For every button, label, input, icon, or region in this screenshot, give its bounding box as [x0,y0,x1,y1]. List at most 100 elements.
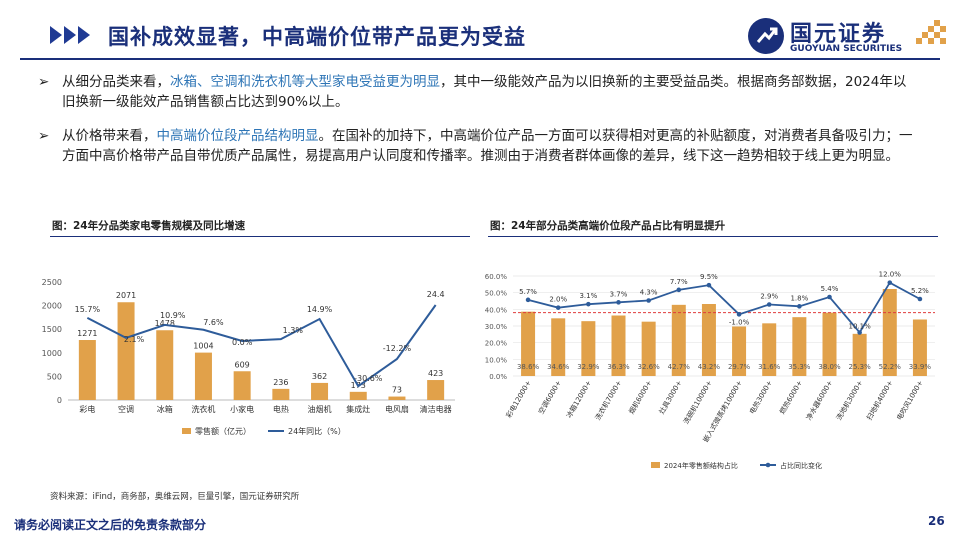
header-divider [20,58,940,60]
line-point [676,287,682,293]
line-value-label: 0.0% [232,338,253,347]
line-value-label: 10.1% [849,323,872,331]
growth-line [86,304,437,388]
bar [427,380,445,400]
bullet-highlight: 中高端价位段产品结构明显 [156,128,319,144]
bar-value-label: 609 [235,360,250,369]
y-tick-label: 0 [57,396,62,405]
line-value-label: 3.7% [610,290,628,298]
bullet-arrow-icon: ➢ [38,74,50,90]
bar [311,382,329,400]
x-tick-label: 灶具3000+ [657,378,684,415]
bar [521,311,536,376]
chevron-icon-group [50,26,92,44]
bar [912,319,927,376]
bar-value-label: 34.6% [547,363,570,371]
bar [852,333,867,376]
line-point [646,298,651,303]
bar [671,304,686,376]
bullet-list: ➢ 从细分品类来看，冰箱、空调和洗衣机等大型家电受益更为明显，其中一级能效产品为… [38,72,918,180]
y-tick-label: 0.0% [489,373,507,381]
bullet-text: 从价格带来看， [62,128,157,144]
bar-value-label: 42.7% [668,363,691,371]
chart2-title: 图：24年部分品类高端价位段产品占比有明显提升 [490,220,726,232]
x-tick-label: 燃热6000+ [777,378,804,415]
line-value-label: -30.6% [354,374,383,383]
bar [156,330,174,400]
line-value-label: 15.7% [75,305,101,314]
bar [792,317,807,376]
logo-text-cn: 国元证券 [790,22,887,47]
y-tick-label: 30.0% [485,323,508,331]
chart2-title-rule [488,236,938,237]
line-point [706,282,712,288]
bar-value-label: 38.0% [818,363,841,371]
bullet-text: 。在国补的加持下，中高端价位产品一方面可以获得相对更高的补贴额度，对消费者具备吸… [62,128,913,164]
line-value-label: 24.4 [427,290,445,299]
line-value-label: 1.8% [790,294,808,302]
line-value-label: -12.2% [383,344,412,353]
chart1-title: 图：24年分品类家电零售规模及同比增速 [52,220,246,232]
line-value-label: 7.7% [670,278,688,286]
line-value-label: 10.9% [160,311,186,320]
x-tick-label: 电热 [273,404,289,414]
page-number: 26 [928,514,945,528]
bar-value-label: 73 [392,386,402,395]
bullet-arrow-icon: ➢ [38,128,50,144]
logo-squares-icon [916,20,946,44]
x-tick-label: 电热3000+ [747,378,774,415]
bar [349,391,367,400]
bullet-highlight: 冰箱、空调和洗衣机等大型家电受益更为明显 [170,74,440,90]
x-tick-label: 油烟机 [308,404,332,414]
bar-value-label: 32.9% [577,363,600,371]
x-tick-label: 扫地机4000+ [864,378,894,421]
logo-text-en: GUOYUAN SECURITIES [790,44,903,54]
x-tick-label: 冰箱12000+ [564,378,593,419]
y-tick-label: 500 [47,372,62,381]
bar [194,352,212,400]
line-value-label: 2.9% [760,293,778,301]
y-tick-label: 10.0% [485,356,508,364]
bar-value-label: 52.2% [879,363,902,371]
line-point [586,301,591,307]
bar [117,302,135,400]
line-value-label: 1.3% [283,326,304,335]
legend-line-marker [765,462,771,468]
y-tick-label: 2000 [42,302,62,311]
line-value-label: 12.0% [879,271,902,279]
line-point [827,294,832,300]
x-tick-label: 彩电12000+ [504,378,533,419]
bar-value-label: 32.6% [638,363,661,371]
bar [388,396,406,400]
line-value-label: 2.0% [549,296,567,304]
x-tick-label: 电吹风1000+ [895,378,925,421]
line-value-label: 2.1% [124,335,145,344]
chart1: 0 500 1000 1500 2000 2500 1271 彩电 2071 空调 1478 冰箱 10… [42,278,455,436]
legend-label: 24年同比（%） [288,426,346,436]
bar-value-label: 362 [312,372,327,381]
bar-value-label: 25.3% [849,363,872,371]
line-point [887,280,893,285]
line-point [525,297,531,303]
line-point [736,312,742,317]
bar-value-label: 1004 [193,342,213,351]
line-value-label: 7.6% [203,318,224,327]
bar-value-label: 236 [273,378,288,387]
bar-value-label: 1271 [77,329,97,338]
x-tick-label: 空调6000+ [536,378,563,415]
chevron-right-icon [64,26,76,44]
bullet-text: 从细分品类来看， [62,74,170,90]
line-value-label: 14.9% [307,305,333,314]
line-point [766,302,772,307]
y-tick-label: 1500 [42,325,62,334]
x-tick-label: 彩电 [79,404,95,414]
x-tick-label: 冰箱 [157,404,173,414]
y-tick-label: 2500 [42,278,62,287]
x-tick-label: 洗地机3000+ [834,378,864,421]
bar [732,326,747,376]
chart1-title-rule [50,236,470,237]
legend-bar-swatch [182,428,191,434]
line-point [797,304,802,309]
header: 国补成效显著，中高端价位带产品更为受益 国元证券 GUOYUAN SECURIT… [0,0,960,70]
bullet-text: ，其中一级能效产品为以旧换新的主要受益品类。根据商务部数据，2024年以旧换新一… [62,74,907,110]
